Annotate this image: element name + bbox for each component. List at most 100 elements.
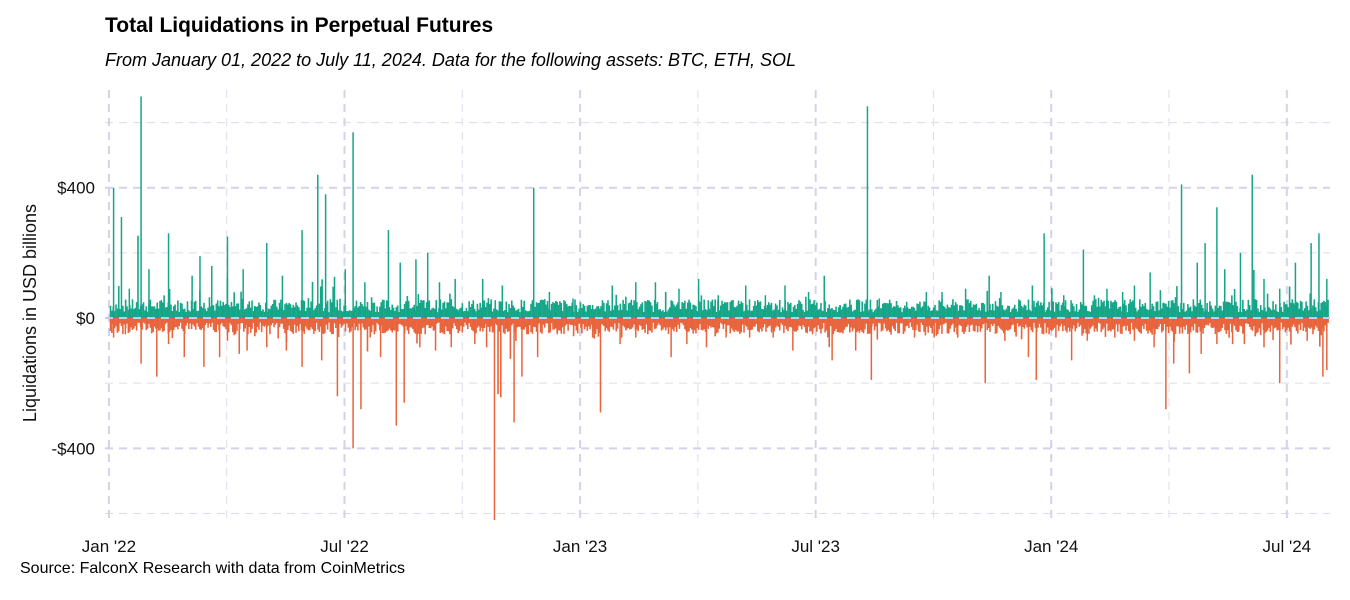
bar-long <box>1165 303 1167 319</box>
bar-short <box>550 318 553 324</box>
bar-long <box>794 305 796 319</box>
bar-long <box>913 307 916 319</box>
bar-short <box>341 318 344 326</box>
bar-short-spike <box>419 318 421 348</box>
bar-short <box>1031 318 1034 333</box>
bar-long <box>991 303 994 319</box>
bar-short <box>774 318 777 328</box>
bar-long-spike <box>1216 207 1218 319</box>
bar-short <box>488 318 491 332</box>
bar-long <box>193 301 196 319</box>
bar-short <box>153 318 156 327</box>
bar-long <box>1156 301 1159 319</box>
bar-short <box>388 318 391 329</box>
bar-short <box>627 318 630 329</box>
bar-short <box>658 318 660 324</box>
bar-short <box>182 318 185 332</box>
bar-short <box>1158 318 1160 327</box>
bar-long <box>1181 308 1184 319</box>
bar-short <box>1044 318 1046 324</box>
bar-long <box>179 302 182 319</box>
bar-short <box>622 318 624 326</box>
bar-short <box>337 318 340 338</box>
bar-long <box>185 311 187 319</box>
bar-long <box>116 308 119 319</box>
bar-long <box>1287 307 1289 319</box>
bar-long-spike <box>591 305 594 319</box>
bar-short <box>993 318 995 324</box>
bar-short <box>1057 318 1060 331</box>
bar-long <box>618 310 620 319</box>
bar-short <box>1257 318 1259 333</box>
bar-short <box>1177 318 1180 327</box>
bar-long-spike <box>1223 269 1226 319</box>
bar-long <box>1200 304 1203 319</box>
bar-long <box>530 303 532 319</box>
bar-long <box>1089 311 1092 319</box>
bar-long <box>788 304 791 319</box>
bar-short <box>990 318 993 325</box>
bar-long <box>457 310 459 319</box>
bar-long <box>473 308 476 319</box>
bar-long <box>1187 304 1189 319</box>
bar-short-spike <box>1086 318 1089 341</box>
bar-long <box>998 298 1001 319</box>
bar-short <box>204 318 207 325</box>
bar-long <box>1272 301 1274 319</box>
bar-short <box>363 318 366 330</box>
bar-short <box>377 318 380 325</box>
bar-long <box>810 304 813 319</box>
bar-long <box>633 300 635 319</box>
bar-long <box>453 307 455 319</box>
bar-short <box>710 318 712 328</box>
bar-long <box>942 306 945 319</box>
bar-short-spike <box>705 318 708 348</box>
bar-long <box>138 309 141 319</box>
bar-short <box>828 318 831 348</box>
bar-short <box>924 318 927 336</box>
bar-long <box>1255 299 1258 319</box>
bar-short <box>833 318 836 332</box>
bar-long <box>335 307 337 319</box>
bar-short <box>302 318 304 332</box>
bar-long <box>1152 306 1155 319</box>
bar-long <box>1108 308 1111 319</box>
bar-short <box>680 318 682 323</box>
bar-short <box>1276 318 1279 331</box>
bar-long <box>1125 305 1127 319</box>
bar-long <box>645 301 648 319</box>
bar-short <box>882 318 884 331</box>
bar-long <box>196 311 198 319</box>
bar-long <box>838 307 840 319</box>
bar-long <box>488 303 491 319</box>
bar-long <box>1119 306 1122 319</box>
bar-long <box>722 303 725 319</box>
bar-short <box>407 318 410 335</box>
bar-short <box>770 318 773 333</box>
bar-short <box>1126 318 1129 326</box>
bar-long <box>1034 306 1037 319</box>
bar-short <box>719 318 722 323</box>
bar-long <box>1178 312 1181 319</box>
bar-long <box>689 302 692 319</box>
bar-short <box>594 318 597 335</box>
bar-long <box>1137 309 1140 319</box>
bar-long <box>686 302 689 319</box>
bar-long <box>156 302 159 319</box>
bar-long <box>728 310 730 319</box>
bar-long <box>936 310 939 319</box>
bar-long <box>651 305 653 319</box>
bar-long <box>152 306 154 319</box>
bar-long <box>620 309 623 319</box>
bar-short <box>405 318 407 327</box>
bar-short <box>456 318 458 330</box>
bar-long <box>608 305 611 319</box>
bar-long <box>232 306 234 319</box>
bar-short <box>446 318 448 332</box>
bar-short <box>994 318 997 334</box>
bar-short <box>440 318 443 332</box>
bar-short <box>234 318 237 335</box>
bar-short <box>690 318 693 330</box>
bar-short <box>1121 318 1123 334</box>
bar-long <box>434 308 436 319</box>
